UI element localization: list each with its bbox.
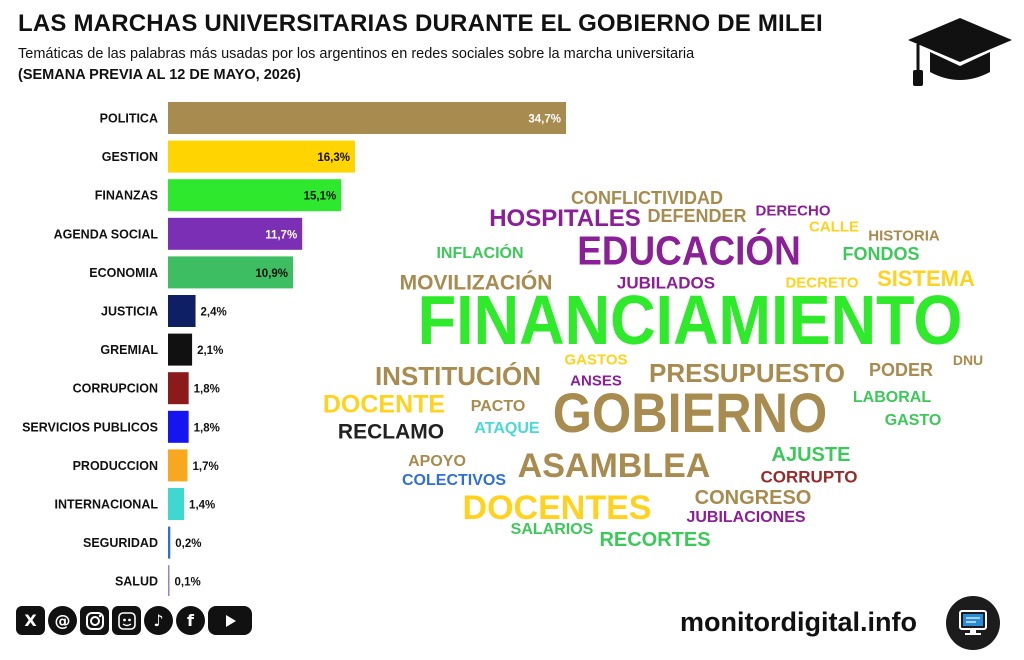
chart-title: LAS MARCHAS UNIVERSITARIAS DURANTE EL GO… (18, 10, 823, 37)
bar (168, 488, 185, 520)
category-label: AGENDA SOCIAL (54, 227, 159, 241)
bar (168, 333, 193, 366)
graduation-cap-icon (908, 18, 1012, 86)
bar (168, 449, 188, 482)
bar-chart: POLITICA 34,7% GESTION 16,3% FINANZAS 15,1% AG… (22, 102, 566, 596)
value-label: 0,1% (175, 577, 201, 589)
social-icons: X @ ♪ f (16, 606, 252, 635)
value-label: 34,7% (528, 114, 561, 126)
category-label: ECONOMIA (89, 266, 158, 280)
bar (168, 217, 303, 250)
value-label: 0,2% (175, 538, 201, 550)
site-name[interactable]: monitordigital.info (680, 607, 917, 637)
value-label: 1,4% (189, 500, 215, 512)
category-label: CORRUPCION (73, 382, 158, 396)
category-label: SEGURIDAD (83, 536, 158, 550)
bar (168, 140, 355, 173)
category-label: SERVICIOS PUBLICOS (22, 420, 158, 434)
value-label: 1,8% (194, 384, 220, 396)
bluesky-icon[interactable] (112, 606, 141, 635)
value-label: 2,1% (197, 345, 223, 357)
monitor-logo-icon (946, 596, 1000, 650)
youtube-icon[interactable] (208, 606, 252, 635)
bar (168, 179, 342, 212)
bar (168, 372, 189, 405)
tiktok-icon[interactable]: ♪ (144, 606, 173, 635)
value-label: 16,3% (317, 152, 350, 164)
bar (168, 256, 294, 289)
category-label: JUSTICIA (101, 305, 158, 319)
value-label: 10,9% (255, 268, 288, 280)
bar (168, 295, 196, 327)
threads-icon[interactable]: @ (48, 606, 77, 635)
bar (168, 526, 171, 559)
chart-subtitle: Temáticas de las palabras más usadas por… (18, 46, 695, 62)
value-label: 2,4% (201, 307, 227, 319)
category-label: GREMIAL (100, 343, 158, 357)
category-label: POLITICA (100, 112, 158, 126)
chart-period: (SEMANA PREVIA AL 12 DE MAYO, 2026) (18, 67, 301, 83)
category-label: GESTION (102, 150, 158, 164)
facebook-icon[interactable]: f (176, 606, 205, 635)
bar (168, 102, 566, 134)
category-label: PRODUCCION (73, 459, 158, 473)
category-label: FINANZAS (95, 189, 158, 203)
value-label: 1,8% (194, 422, 220, 434)
value-label: 1,7% (192, 461, 218, 473)
value-label: 15,1% (304, 191, 337, 203)
bar (168, 410, 189, 443)
instagram-icon[interactable] (80, 606, 109, 635)
category-label: INTERNACIONAL (55, 498, 159, 512)
x-icon[interactable]: X (16, 606, 45, 635)
value-label: 11,7% (265, 229, 297, 241)
category-label: SALUD (115, 575, 158, 589)
bar (168, 565, 170, 596)
